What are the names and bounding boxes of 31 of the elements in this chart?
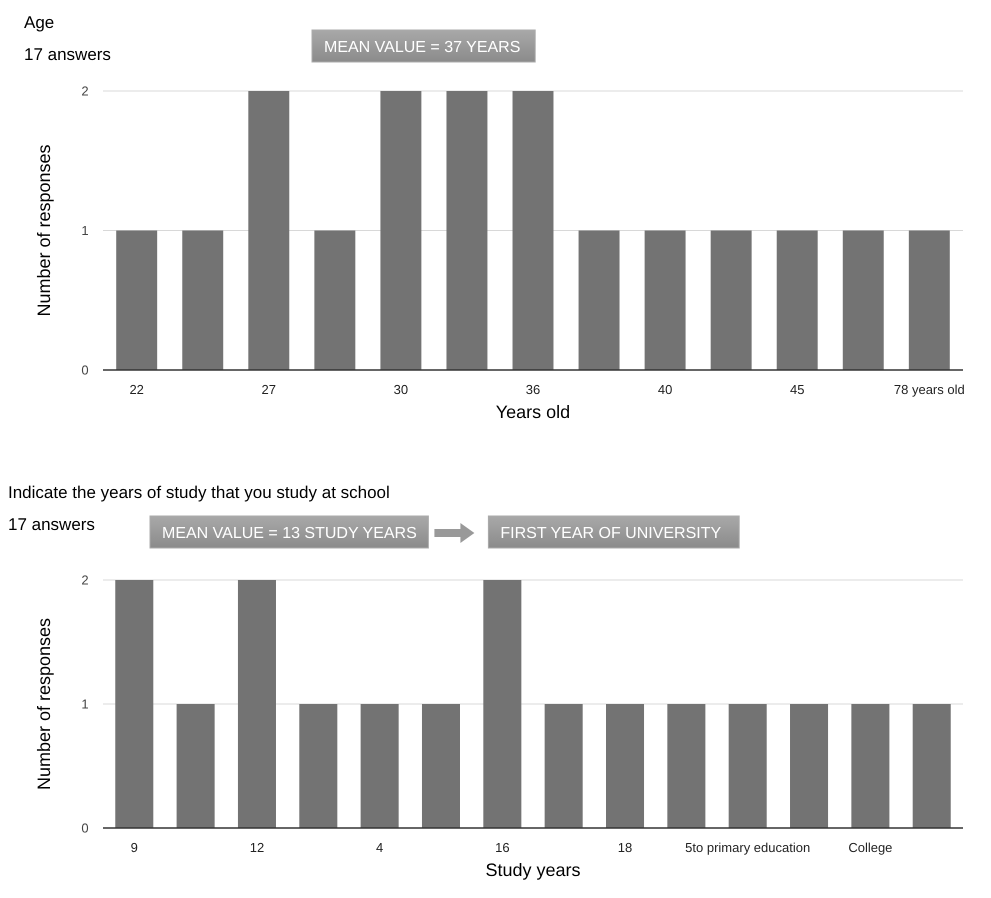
y-tick-label: 2	[81, 572, 89, 588]
chart-subtitle: 17 answers	[8, 515, 95, 534]
x-axis-title: Years old	[496, 402, 570, 422]
x-tick-label: 9	[130, 840, 138, 855]
x-tick-label: 5to primary education	[685, 840, 810, 855]
x-tick-label: 40	[658, 382, 672, 397]
text: FIRST YEAR OF UNIVERSITY	[500, 525, 722, 542]
y-tick-label: 1	[81, 696, 89, 712]
y-tick-label: 0	[81, 362, 89, 378]
y-axis-title: Number of responses	[34, 618, 54, 790]
chart-subtitle: 17 answers	[24, 45, 111, 64]
x-tick-label: 36	[526, 382, 540, 397]
x-tick-label: 18	[618, 840, 632, 855]
x-tick-label: 4	[376, 840, 384, 855]
x-axis-title: Study years	[485, 860, 581, 880]
text: MEAN VALUE = 37 YEARS	[324, 39, 520, 56]
chart-title: Indicate the years of study that you study at school	[8, 483, 390, 502]
x-tick-label: 12	[250, 840, 264, 855]
y-tick-label: 1	[81, 223, 89, 238]
text: MEAN VALUE = 13 STUDY YEARS	[162, 525, 417, 542]
x-tick-label: College	[848, 840, 892, 855]
y-axis-title: Number of responses	[34, 144, 54, 317]
x-tick-label: 16	[495, 840, 510, 855]
x-tick-label: 30	[394, 382, 408, 397]
y-tick-label: 2	[81, 84, 89, 99]
x-tick-label: 27	[262, 382, 276, 397]
chart-title: Age	[24, 13, 54, 32]
x-tick-label: 78 years old	[894, 382, 965, 397]
y-tick-label: 0	[81, 820, 89, 836]
x-tick-label: 22	[129, 382, 144, 397]
x-tick-label: 45	[790, 382, 804, 397]
